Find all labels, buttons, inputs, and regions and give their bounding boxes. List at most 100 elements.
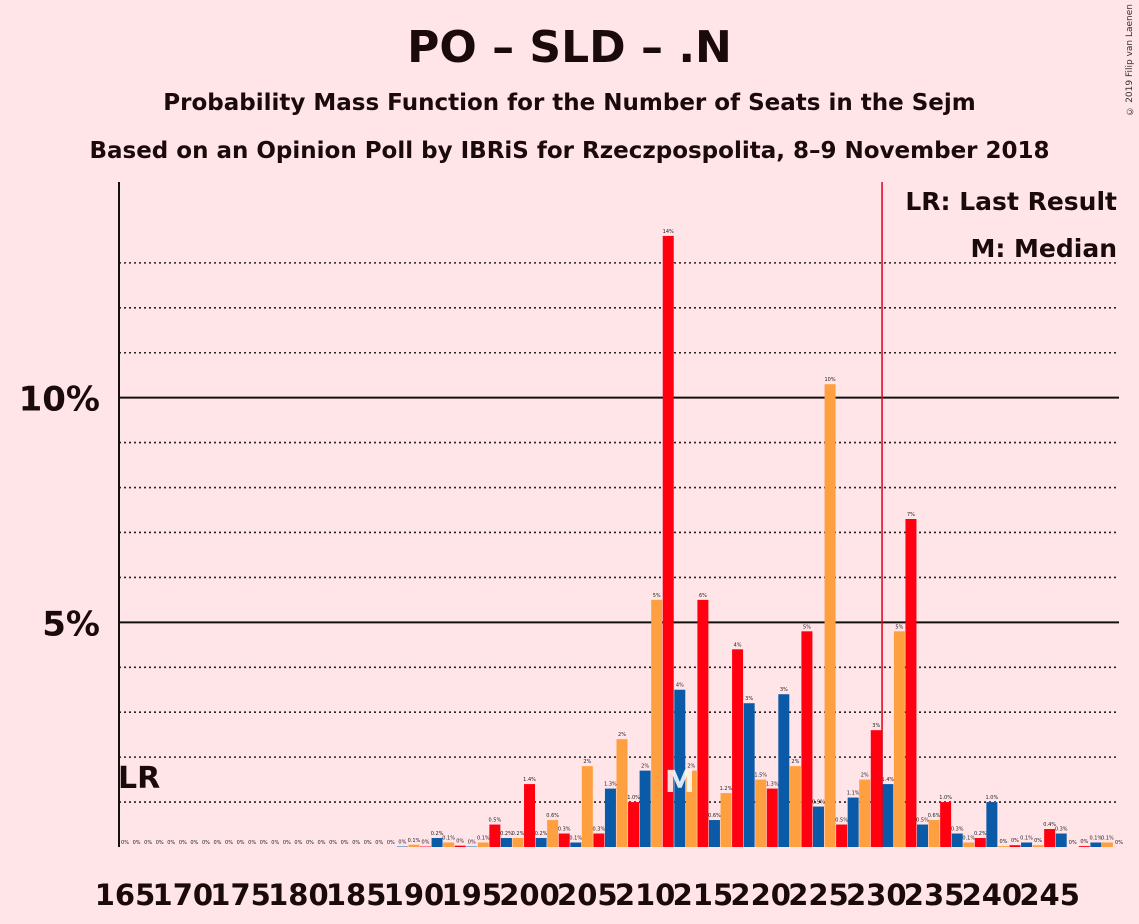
bar-value-label: 1.4% (881, 777, 894, 783)
bar-value-label: 5% (895, 624, 903, 630)
legend-median: M: Median (970, 234, 1117, 263)
bar-value-label: 2% (791, 759, 799, 765)
bar-value-label: 0% (329, 840, 337, 846)
bar (489, 824, 501, 847)
bar (628, 802, 640, 847)
bar-value-label: 0% (306, 840, 314, 846)
bar (685, 770, 697, 847)
bar-value-label: 4% (676, 683, 684, 689)
bar-value-label: 0% (179, 840, 187, 846)
x-tick-label: 210 (615, 878, 676, 912)
x-tick-label: 215 (673, 878, 734, 912)
bar (547, 820, 559, 847)
bar-value-label: 0% (999, 839, 1007, 845)
bar (708, 820, 720, 847)
bar-value-label: 0.2% (512, 831, 525, 837)
chart-title: PO – SLD – .N (407, 22, 732, 73)
bar (1032, 845, 1044, 847)
bar-value-label: 1.5% (754, 773, 767, 779)
bar-value-label: 2% (861, 773, 869, 779)
bar-value-label: 0.5% (916, 818, 929, 824)
bar (974, 838, 986, 847)
bar (928, 820, 940, 847)
bar (893, 631, 905, 847)
bar (662, 235, 674, 847)
bar-value-label: 2% (641, 764, 649, 770)
bar-value-label: 1.1% (847, 791, 860, 797)
bar (674, 689, 686, 847)
x-tick-label: 225 (788, 878, 849, 912)
lr-marker: LR (118, 761, 160, 796)
y-tick-label: 5% (42, 604, 100, 644)
bar-value-label: 0.6% (928, 813, 941, 819)
bar (581, 766, 593, 847)
bar-value-label: 0% (202, 840, 210, 846)
bar-value-label: 0.1% (962, 836, 975, 842)
bar (755, 779, 767, 847)
bar-value-label: 0.1% (1101, 836, 1114, 842)
bar (940, 802, 952, 847)
bar (917, 824, 929, 847)
bar-value-label: 2% (583, 759, 591, 765)
bar-value-label: 0.1% (477, 836, 490, 842)
bar-value-label: 0% (133, 840, 141, 846)
bar-value-label: 0.9% (812, 800, 825, 806)
bar-value-label: 0.2% (974, 831, 987, 837)
bar (1101, 842, 1113, 847)
bar (1078, 846, 1090, 847)
bar-value-label: 0% (248, 840, 256, 846)
bar (789, 766, 801, 847)
x-tick-label: 235 (904, 878, 965, 912)
bar-value-label: 1.4% (523, 777, 536, 783)
bar (836, 824, 848, 847)
bar-value-label: 1.3% (766, 782, 779, 788)
bar (616, 739, 628, 847)
bar-value-label: 0% (352, 840, 360, 846)
bar-value-label: 0% (294, 840, 302, 846)
bar (604, 788, 616, 847)
bar-value-label: 0.5% (489, 818, 502, 824)
x-tick-label: 220 (730, 878, 791, 912)
legend-last-result: LR: Last Result (905, 187, 1117, 216)
bar-value-label: 0.1% (569, 836, 582, 842)
bar (766, 788, 778, 847)
bar-value-label: 5% (803, 624, 811, 630)
bar-value-label: 0% (121, 840, 129, 846)
bar (477, 842, 489, 847)
x-tick-label: 195 (441, 878, 502, 912)
bar-value-label: 0.1% (442, 836, 455, 842)
x-tick-label: 165 (95, 878, 156, 912)
bar (697, 599, 709, 847)
bar (997, 846, 1009, 847)
bar-value-label: 3% (872, 723, 880, 729)
bar-value-label: 0% (1034, 838, 1042, 844)
bar-value-label: 0% (1115, 840, 1123, 846)
bar (443, 842, 455, 847)
bar (558, 833, 570, 847)
bar-value-label: 5% (653, 593, 661, 599)
chart-source: Based on an Opinion Poll by IBRiS for Rz… (89, 138, 1050, 164)
bar (431, 838, 443, 847)
bar-value-label: 4% (734, 642, 742, 648)
bar-value-label: 0% (456, 839, 464, 845)
bar (1021, 842, 1033, 847)
bar-value-label: 0% (1011, 838, 1019, 844)
bar-value-label: 0% (225, 840, 233, 846)
bar (1044, 829, 1056, 847)
bar-value-label: 0.4% (1043, 822, 1056, 828)
bar-value-label: 0% (422, 840, 430, 846)
bar-value-label: 10% (824, 377, 835, 383)
bar (1090, 842, 1102, 847)
x-tick-label: 245 (1019, 878, 1080, 912)
bar-value-label: 0% (364, 840, 372, 846)
bar (951, 833, 963, 847)
bar-value-label: 0.3% (593, 827, 606, 833)
bar-value-label: 0% (213, 840, 221, 846)
x-tick-label: 200 (499, 878, 560, 912)
bar-value-label: 0% (167, 840, 175, 846)
bar-value-label: 0.2% (431, 831, 444, 837)
bar (824, 384, 836, 847)
bar-value-label: 0.1% (408, 838, 421, 844)
bar-value-label: 0% (1080, 839, 1088, 845)
chart-subtitle: Probability Mass Function for the Number… (163, 90, 976, 116)
